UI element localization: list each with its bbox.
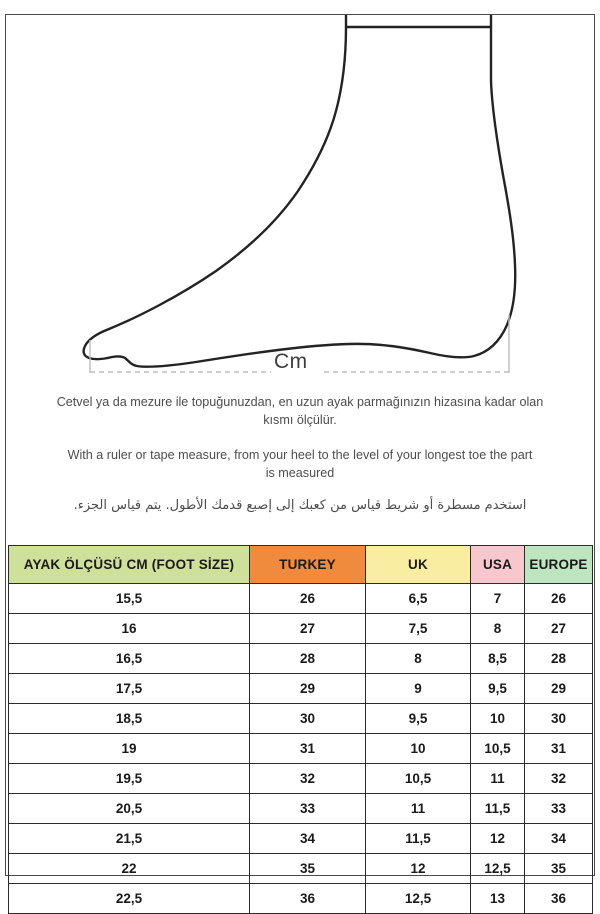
- table-cell: 34: [524, 823, 593, 854]
- table-cell: 12,5: [365, 883, 471, 914]
- table-cell: 11,5: [365, 823, 471, 854]
- table-cell: 30: [524, 703, 593, 734]
- column-header-uk: UK: [365, 545, 471, 584]
- table-cell: 20,5: [8, 793, 250, 824]
- table-row: 22 35 12 12,5 35: [8, 853, 593, 884]
- table-cell: 31: [524, 733, 593, 764]
- table-cell: 21,5: [8, 823, 250, 854]
- column-header-usa: USA: [470, 545, 525, 584]
- table-body: 15,5 26 6,5 7 26 16 27 7,5 8 27 16,5 28 8 8,5 28 17,5 29…: [8, 583, 593, 914]
- table-cell: 8: [365, 643, 471, 674]
- table-cell: 11: [470, 763, 525, 794]
- table-cell: 11: [365, 793, 471, 824]
- table-cell: 16: [8, 613, 250, 644]
- instruction-arabic: استخدم مسطرة أو شريط قياس من كعبك إلى إص…: [73, 498, 527, 513]
- table-cell: 26: [249, 583, 366, 614]
- table-cell: 35: [524, 853, 593, 884]
- foot-side-outline-icon: [82, 15, 517, 373]
- measurement-unit-label: Cm: [274, 350, 308, 373]
- size-table-container: AYAK ÖLÇÜSÜ CM (FOOT SİZE) TURKEY UK USA…: [8, 545, 593, 914]
- table-cell: 33: [249, 793, 366, 824]
- table-cell: 29: [249, 673, 366, 704]
- size-guide-card: Cm Cetvel ya da mezure ile topuğunuzdan,…: [5, 14, 595, 914]
- table-cell: 12: [365, 853, 471, 884]
- table-cell: 22: [8, 853, 250, 884]
- table-cell: 32: [249, 763, 366, 794]
- instruction-turkish: Cetvel ya da mezure ile topuğunuzdan, en…: [56, 395, 544, 427]
- table-cell: 18,5: [8, 703, 250, 734]
- foot-measurement-diagram: Cm: [6, 15, 594, 387]
- table-cell: 13: [470, 883, 525, 914]
- table-cell: 11,5: [470, 793, 525, 824]
- table-cell: 9: [365, 673, 471, 704]
- table-cell: 36: [249, 883, 366, 914]
- table-cell: 19,5: [8, 763, 250, 794]
- table-row: 16,5 28 8 8,5 28: [8, 643, 593, 674]
- table-cell: 26: [524, 583, 593, 614]
- table-row: 16 27 7,5 8 27: [8, 613, 593, 644]
- table-cell: 8,5: [470, 643, 525, 674]
- table-cell: 17,5: [8, 673, 250, 704]
- table-row: 17,5 29 9 9,5 29: [8, 673, 593, 704]
- table-cell: 15,5: [8, 583, 250, 614]
- table-row: 18,5 30 9,5 10 30: [8, 703, 593, 734]
- table-row: 20,5 33 11 11,5 33: [8, 793, 593, 824]
- table-header-row: AYAK ÖLÇÜSÜ CM (FOOT SİZE) TURKEY UK USA…: [8, 545, 593, 584]
- table-cell: 34: [249, 823, 366, 854]
- table-cell: 30: [249, 703, 366, 734]
- table-cell: 19: [8, 733, 250, 764]
- table-cell: 10,5: [365, 763, 471, 794]
- table-cell: 8: [470, 613, 525, 644]
- table-cell: 7: [470, 583, 525, 614]
- table-cell: 16,5: [8, 643, 250, 674]
- table-cell: 27: [524, 613, 593, 644]
- table-row: 21,5 34 11,5 12 34: [8, 823, 593, 854]
- table-cell: 12: [470, 823, 525, 854]
- table-cell: 33: [524, 793, 593, 824]
- table-cell: 12,5: [470, 853, 525, 884]
- table-cell: 28: [249, 643, 366, 674]
- table-cell: 31: [249, 733, 366, 764]
- table-cell: 35: [249, 853, 366, 884]
- table-cell: 10: [470, 703, 525, 734]
- table-row: 15,5 26 6,5 7 26: [8, 583, 593, 614]
- table-cell: 28: [524, 643, 593, 674]
- table-row: 19 31 10 10,5 31: [8, 733, 593, 764]
- column-header-europe: EUROPE: [524, 545, 593, 584]
- table-cell: 22,5: [8, 883, 250, 914]
- column-header-foot-size: AYAK ÖLÇÜSÜ CM (FOOT SİZE): [8, 545, 250, 584]
- table-cell: 27: [249, 613, 366, 644]
- table-cell: 36: [524, 883, 593, 914]
- table-cell: 7,5: [365, 613, 471, 644]
- instruction-english: With a ruler or tape measure, from your …: [67, 448, 533, 480]
- table-row: 22,5 36 12,5 13 36: [8, 883, 593, 914]
- table-row: 19,5 32 10,5 11 32: [8, 763, 593, 794]
- table-cell: 32: [524, 763, 593, 794]
- table-cell: 10: [365, 733, 471, 764]
- column-header-turkey: TURKEY: [249, 545, 366, 584]
- table-cell: 29: [524, 673, 593, 704]
- table-cell: 10,5: [470, 733, 525, 764]
- table-cell: 9,5: [365, 703, 471, 734]
- instructions-block: Cetvel ya da mezure ile topuğunuzdan, en…: [6, 393, 594, 516]
- table-cell: 9,5: [470, 673, 525, 704]
- table-cell: 6,5: [365, 583, 471, 614]
- shoe-size-table: AYAK ÖLÇÜSÜ CM (FOOT SİZE) TURKEY UK USA…: [8, 545, 593, 914]
